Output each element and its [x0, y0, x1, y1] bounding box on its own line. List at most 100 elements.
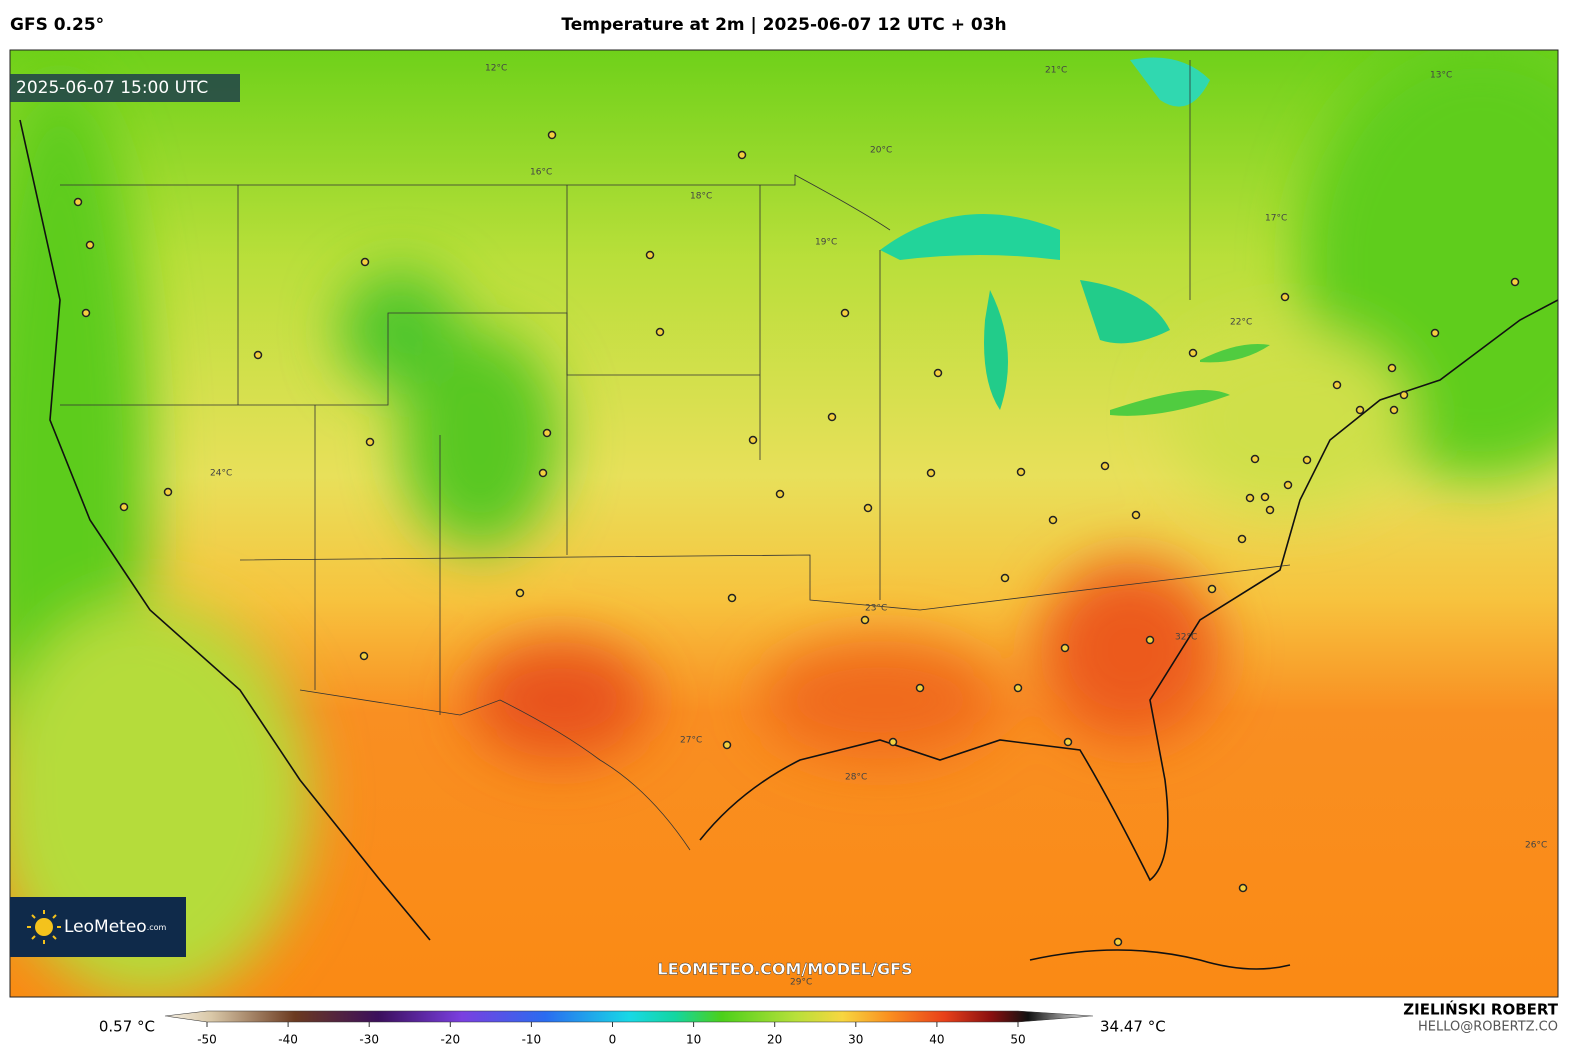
city-marker — [1387, 363, 1397, 373]
city-marker — [827, 412, 837, 422]
colorbar-tick-label: 0 — [609, 1033, 617, 1047]
city-marker — [1016, 467, 1026, 477]
city-marker — [365, 437, 375, 447]
city-marker — [163, 487, 173, 497]
city-marker — [1238, 883, 1248, 893]
city-marker — [926, 468, 936, 478]
logo-rays — [27, 910, 61, 944]
city-marker — [1131, 510, 1141, 520]
time-box — [10, 74, 240, 102]
city-marker — [1355, 405, 1365, 415]
city-marker — [1145, 635, 1155, 645]
city-marker — [1302, 455, 1312, 465]
contour-label: 16°C — [530, 168, 552, 178]
colorbar-tick-label: -20 — [440, 1033, 460, 1047]
city-marker — [1250, 454, 1260, 464]
city-marker — [538, 468, 548, 478]
city-marker — [1283, 480, 1293, 490]
city-marker — [359, 651, 369, 661]
map-frame — [9, 49, 1559, 998]
city-marker — [840, 308, 850, 318]
legend-min: 0.57 °C — [99, 1018, 155, 1036]
city-marker — [1430, 328, 1440, 338]
city-marker — [933, 368, 943, 378]
contact: HELLO@ROBERTZ.CO — [1418, 1020, 1558, 1035]
city-marker — [1113, 937, 1123, 947]
city-marker — [1260, 492, 1270, 502]
colorbar-tick-label: -40 — [278, 1033, 298, 1047]
contour-label: 21°C — [1045, 66, 1067, 76]
city-marker — [722, 740, 732, 750]
city-marker — [85, 240, 95, 250]
city-marker — [915, 683, 925, 693]
valid-time: 2025-06-07 15:00 UTC — [16, 78, 208, 98]
contour-label: 19°C — [815, 238, 837, 248]
contour-label: 27°C — [680, 736, 702, 746]
city-marker — [1280, 292, 1290, 302]
contour-label: 26°C — [1525, 841, 1547, 851]
city-marker — [1188, 348, 1198, 358]
city-marker — [888, 737, 898, 747]
watermark: LEOMETEO.COM/MODEL/GFS — [657, 960, 912, 979]
map-field — [10, 50, 1558, 997]
city-marker — [253, 350, 263, 360]
contour-labels: 12°C 16°C 18°C 19°C 20°C 21°C 22°C 24°C 27°C 28°C… — [210, 64, 1547, 988]
city-marker — [1207, 584, 1217, 594]
city-marker — [775, 489, 785, 499]
city-marker — [547, 130, 557, 140]
city-marker — [119, 502, 129, 512]
map-title: Temperature at 2m | 2025-06-07 12 UTC + … — [561, 15, 1006, 35]
city-marker — [1063, 737, 1073, 747]
contour-label: 28°C — [845, 773, 867, 783]
contour-label: 13°C — [1430, 71, 1452, 81]
city-marker — [515, 588, 525, 598]
city-marker — [1000, 573, 1010, 583]
city-marker — [863, 503, 873, 513]
city-marker — [1399, 390, 1409, 400]
colorbar-tick-label: 40 — [929, 1033, 944, 1047]
logo-text: LeoMeteo.com — [64, 917, 167, 937]
city-marker — [727, 593, 737, 603]
city-marker — [645, 250, 655, 260]
colorbar-tick-label: -10 — [522, 1033, 542, 1047]
city-marker — [1389, 405, 1399, 415]
legend-max: 34.47 °C — [1100, 1018, 1166, 1036]
contour-label: 18°C — [690, 192, 712, 202]
city-marker — [1510, 277, 1520, 287]
contour-label: 32°C — [1175, 633, 1197, 643]
city-marker — [1265, 505, 1275, 515]
colorbar-tick-label: 10 — [686, 1033, 701, 1047]
city-marker — [1245, 493, 1255, 503]
city-marker — [73, 197, 83, 207]
city-marker — [1060, 643, 1070, 653]
colorbar-ticks: -50 -40 -30 -20 -10 0 10 20 30 40 50 — [197, 1022, 1026, 1047]
colorbar-tick-label: 30 — [848, 1033, 863, 1047]
city-marker — [1013, 683, 1023, 693]
city-marker — [748, 435, 758, 445]
contour-label: 20°C — [870, 146, 892, 156]
contour-label: 22°C — [1230, 318, 1252, 328]
colorbar — [164, 1010, 1094, 1023]
city-marker — [1237, 534, 1247, 544]
city-marker — [81, 308, 91, 318]
city-marker — [1100, 461, 1110, 471]
city-marker — [860, 615, 870, 625]
author: ZIELIŃSKI ROBERT — [1403, 1000, 1558, 1019]
city-marker — [737, 150, 747, 160]
contour-label: 12°C — [485, 64, 507, 74]
city-marker — [1332, 380, 1342, 390]
city-marker — [360, 257, 370, 267]
colorbar-tick-label: -50 — [197, 1033, 217, 1047]
contour-label: 17°C — [1265, 214, 1287, 224]
city-marker — [655, 327, 665, 337]
contour-label: 23°C — [865, 604, 887, 614]
colorbar-tick-label: 50 — [1010, 1033, 1025, 1047]
model-label: GFS 0.25° — [10, 15, 104, 35]
contour-label: 29°C — [790, 978, 812, 988]
city-marker — [1048, 515, 1058, 525]
city-marker — [542, 428, 552, 438]
contour-label: 24°C — [210, 469, 232, 479]
logo-sun — [35, 918, 53, 936]
